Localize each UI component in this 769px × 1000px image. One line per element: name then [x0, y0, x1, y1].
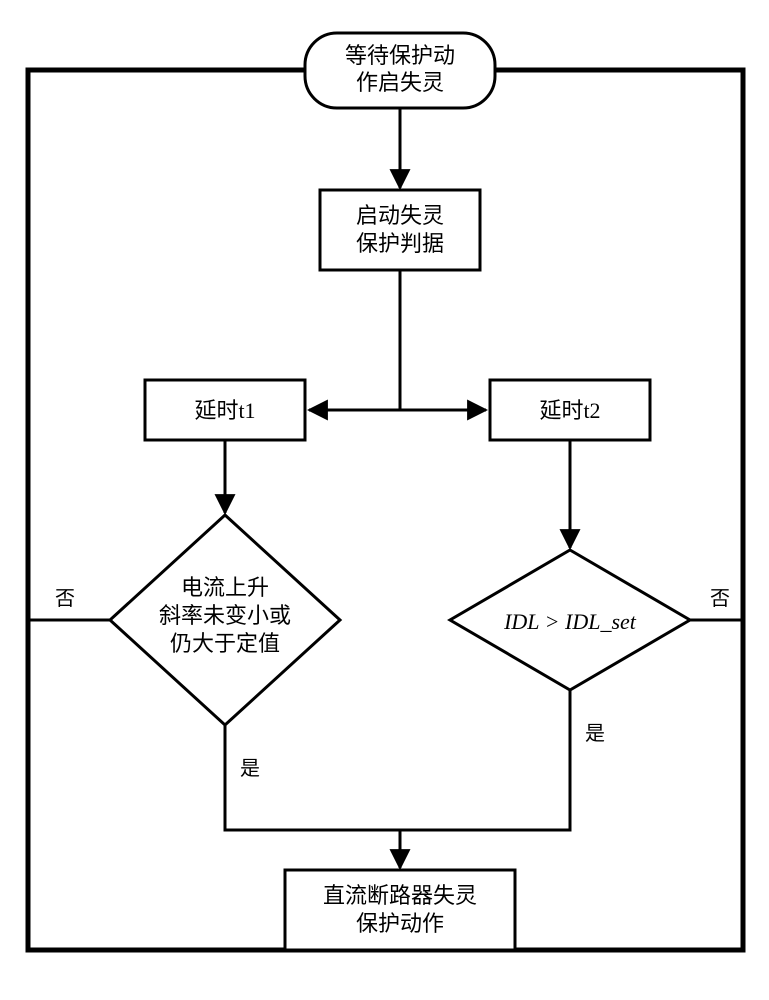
trigger-line1: 启动失灵	[356, 203, 444, 228]
action-l1: 直流断路器失灵	[323, 883, 477, 908]
dec-right-text: IDL > IDL_set	[503, 609, 637, 634]
dec-left-l2: 斜率未变小或	[159, 603, 291, 628]
dec-left-l3: 仍大于定值	[170, 631, 280, 656]
edge-dec-left-yes: 是	[225, 725, 400, 868]
decision-right-node: IDL > IDL_set	[450, 550, 690, 690]
action-node: 直流断路器失灵 保护动作	[285, 870, 515, 950]
yes-right-label: 是	[585, 723, 605, 745]
decision-left-node: 电流上升 斜率未变小或 仍大于定值	[110, 515, 340, 725]
flowchart-svg: 等待保护动 作启失灵 启动失灵 保护判据 延时t1 延时t2 电流上升 斜率未变…	[0, 0, 769, 1000]
trigger-line2: 保护判据	[356, 231, 444, 256]
delay-t2-node: 延时t2	[490, 380, 650, 440]
delay-t1-label: 延时t1	[194, 398, 255, 423]
start-node: 等待保护动 作启失灵	[305, 33, 495, 108]
action-l2: 保护动作	[356, 911, 444, 936]
delay-t2-label: 延时t2	[539, 398, 600, 423]
yes-left-label: 是	[240, 758, 260, 780]
delay-t1-node: 延时t1	[145, 380, 305, 440]
dec-left-l1: 电流上升	[181, 575, 269, 600]
trigger-node: 启动失灵 保护判据	[320, 190, 480, 270]
no-right-label: 否	[710, 588, 730, 610]
no-left-label: 否	[55, 588, 75, 610]
edge-dec-right-yes: 是	[400, 690, 605, 830]
start-line1: 等待保护动	[345, 43, 455, 68]
start-line2: 作启失灵	[356, 70, 444, 95]
